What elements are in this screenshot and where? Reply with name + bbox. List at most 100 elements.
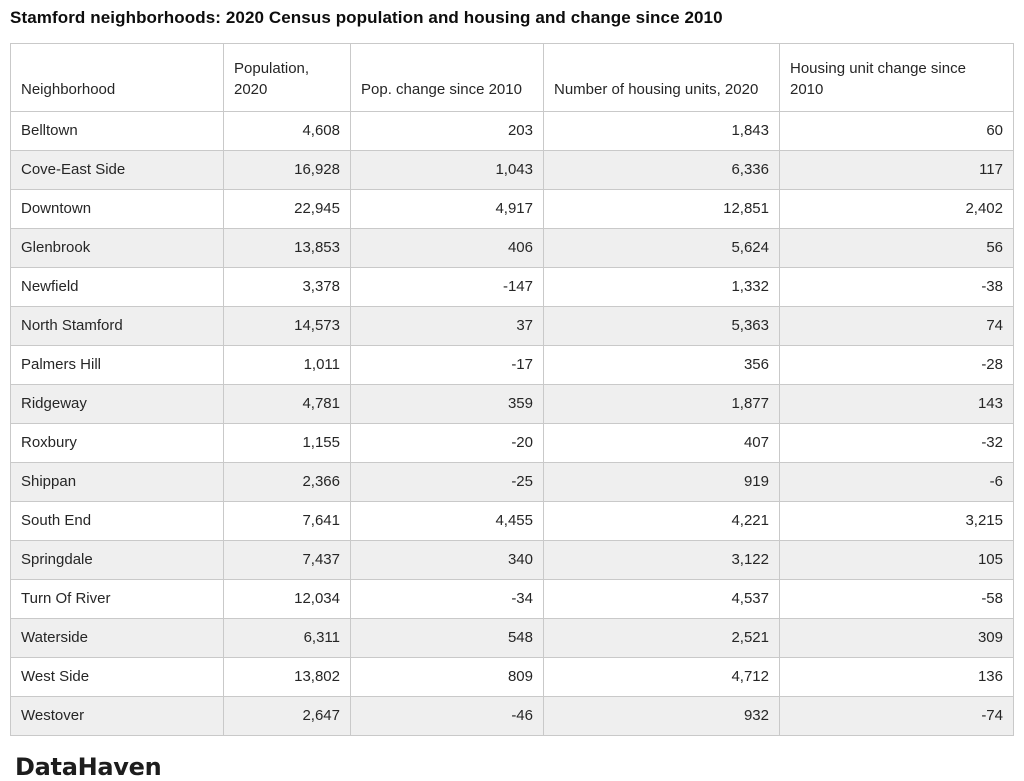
value-cell: 22,945: [223, 189, 351, 229]
value-cell: -147: [350, 267, 544, 307]
value-cell: 2,402: [779, 189, 1014, 229]
value-cell: -46: [350, 696, 544, 736]
value-cell: 4,781: [223, 384, 351, 424]
value-cell: 1,332: [543, 267, 780, 307]
value-cell: 6,336: [543, 150, 780, 190]
table-row: South End 7,641 4,455 4,221 3,215: [10, 501, 1014, 541]
value-cell: 16,928: [223, 150, 351, 190]
value-cell: 1,155: [223, 423, 351, 463]
value-cell: 406: [350, 228, 544, 268]
table-row: Glenbrook 13,853 406 5,624 56: [10, 228, 1014, 268]
value-cell: -32: [779, 423, 1014, 463]
value-cell: 12,034: [223, 579, 351, 619]
value-cell: 136: [779, 657, 1014, 697]
neighborhood-cell: Palmers Hill: [10, 345, 224, 385]
value-cell: 56: [779, 228, 1014, 268]
value-cell: 3,122: [543, 540, 780, 580]
neighborhood-cell: West Side: [10, 657, 224, 697]
neighborhood-cell: North Stamford: [10, 306, 224, 346]
table-row: Shippan 2,366 -25 919 -6: [10, 462, 1014, 502]
value-cell: 2,366: [223, 462, 351, 502]
value-cell: 356: [543, 345, 780, 385]
datahaven-logo: DataHaven: [15, 753, 162, 781]
value-cell: 203: [350, 111, 544, 151]
value-cell: 5,624: [543, 228, 780, 268]
neighborhood-cell: Newfield: [10, 267, 224, 307]
table-row: Waterside 6,311 548 2,521 309: [10, 618, 1014, 658]
neighborhood-cell: Springdale: [10, 540, 224, 580]
value-cell: 1,877: [543, 384, 780, 424]
neighborhood-cell: Roxbury: [10, 423, 224, 463]
value-cell: 7,437: [223, 540, 351, 580]
value-cell: -17: [350, 345, 544, 385]
neighborhood-cell: Ridgeway: [10, 384, 224, 424]
value-cell: 1,043: [350, 150, 544, 190]
value-cell: 809: [350, 657, 544, 697]
value-cell: -74: [779, 696, 1014, 736]
value-cell: 105: [779, 540, 1014, 580]
neighborhood-cell: South End: [10, 501, 224, 541]
column-header: Pop. change since 2010: [350, 43, 544, 112]
neighborhood-cell: Glenbrook: [10, 228, 224, 268]
table-row: Palmers Hill 1,011 -17 356 -28: [10, 345, 1014, 385]
column-header: Number of housing units, 2020: [543, 43, 780, 112]
value-cell: 7,641: [223, 501, 351, 541]
value-cell: -25: [350, 462, 544, 502]
value-cell: 932: [543, 696, 780, 736]
value-cell: 12,851: [543, 189, 780, 229]
value-cell: 13,853: [223, 228, 351, 268]
table-row: West Side 13,802 809 4,712 136: [10, 657, 1014, 697]
neighborhood-cell: Shippan: [10, 462, 224, 502]
value-cell: -20: [350, 423, 544, 463]
value-cell: -28: [779, 345, 1014, 385]
value-cell: 2,521: [543, 618, 780, 658]
value-cell: -6: [779, 462, 1014, 502]
value-cell: 548: [350, 618, 544, 658]
neighborhood-cell: Westover: [10, 696, 224, 736]
value-cell: 919: [543, 462, 780, 502]
table-row: Ridgeway 4,781 359 1,877 143: [10, 384, 1014, 424]
value-cell: -38: [779, 267, 1014, 307]
value-cell: 4,712: [543, 657, 780, 697]
column-header: Neighborhood: [10, 43, 224, 112]
value-cell: 340: [350, 540, 544, 580]
value-cell: 309: [779, 618, 1014, 658]
value-cell: 74: [779, 306, 1014, 346]
value-cell: 4,537: [543, 579, 780, 619]
table-row: Springdale 7,437 340 3,122 105: [10, 540, 1014, 580]
table-row: Newfield 3,378 -147 1,332 -38: [10, 267, 1014, 307]
value-cell: 3,378: [223, 267, 351, 307]
neighborhood-cell: Cove-East Side: [10, 150, 224, 190]
value-cell: 5,363: [543, 306, 780, 346]
neighborhood-cell: Waterside: [10, 618, 224, 658]
table-row: Westover 2,647 -46 932 -74: [10, 696, 1014, 736]
table-row: Roxbury 1,155 -20 407 -32: [10, 423, 1014, 463]
table-header: Neighborhood Population, 2020 Pop. change …: [10, 43, 1014, 112]
census-table: Neighborhood Population, 2020 Pop. change …: [10, 43, 1014, 736]
value-cell: 117: [779, 150, 1014, 190]
value-cell: 4,608: [223, 111, 351, 151]
value-cell: 4,917: [350, 189, 544, 229]
table-body: Belltown 4,608 203 1,843 60 Cove-East Side 16,…: [10, 111, 1014, 736]
page-title: Stamford neighborhoods: 2020 Census popu…: [10, 8, 723, 27]
value-cell: 14,573: [223, 306, 351, 346]
value-cell: -34: [350, 579, 544, 619]
column-header: Housing unit change since 2010: [779, 43, 1014, 112]
value-cell: 407: [543, 423, 780, 463]
neighborhood-cell: Belltown: [10, 111, 224, 151]
value-cell: 1,843: [543, 111, 780, 151]
column-header: Population, 2020: [223, 43, 351, 112]
neighborhood-cell: Downtown: [10, 189, 224, 229]
table-row: Belltown 4,608 203 1,843 60: [10, 111, 1014, 151]
value-cell: 3,215: [779, 501, 1014, 541]
table-row: Turn Of River 12,034 -34 4,537 -58: [10, 579, 1014, 619]
value-cell: 4,221: [543, 501, 780, 541]
value-cell: 1,011: [223, 345, 351, 385]
table-row: North Stamford 14,573 37 5,363 74: [10, 306, 1014, 346]
value-cell: 143: [779, 384, 1014, 424]
value-cell: -58: [779, 579, 1014, 619]
value-cell: 37: [350, 306, 544, 346]
value-cell: 60: [779, 111, 1014, 151]
neighborhood-cell: Turn Of River: [10, 579, 224, 619]
